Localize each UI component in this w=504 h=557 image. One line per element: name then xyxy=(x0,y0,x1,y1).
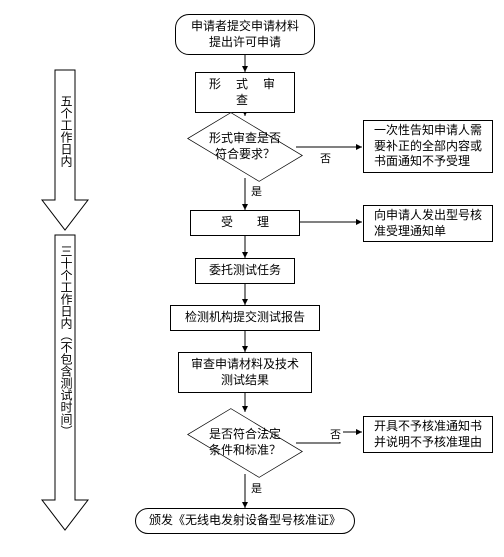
node-form-review: 形 式 审 查 xyxy=(195,72,295,113)
node-decision-standard-text: 是否符合法定条件和标准？ xyxy=(209,427,281,458)
node-start: 申请者提交申请材料提出许可申请 xyxy=(175,14,315,55)
node-side-deny-notice-text: 开具不予核准通知书并说明不予核准理由 xyxy=(374,419,482,450)
node-accept: 受 理 xyxy=(190,210,300,236)
node-decision-form-text: 形式审查是否符合要求？ xyxy=(209,131,281,162)
node-start-text: 申请者提交申请材料提出许可申请 xyxy=(191,19,299,50)
edge-label-d1-yes: 是 xyxy=(249,183,264,199)
node-end: 颁发《无线电发射设备型号核准证》 xyxy=(135,508,355,534)
node-side-notify-correction-text: 一次性告知申请人需要补正的全部内容或书面通知不予受理 xyxy=(374,123,482,170)
edge-label-d1-no: 否 xyxy=(318,150,333,166)
node-decision-standard: 是否符合法定条件和标准？ xyxy=(194,412,296,474)
node-entrust-test-text: 委托测试任务 xyxy=(209,263,281,279)
node-entrust-test: 委托测试任务 xyxy=(195,258,295,284)
node-submit-report: 检测机构提交测试报告 xyxy=(170,305,320,331)
node-submit-report-text: 检测机构提交测试报告 xyxy=(185,310,305,326)
edge-label-d2-no: 否 xyxy=(328,426,343,442)
node-side-acceptance-notice: 向申请人发出型号核准受理通知单 xyxy=(363,205,493,242)
timeline-label-1: 五个工作日内 xyxy=(58,95,75,190)
node-decision-form: 形式审查是否符合要求？ xyxy=(194,116,296,178)
timeline-label-2: 三十个工作日内（不包含测试时间） xyxy=(58,245,75,505)
node-side-acceptance-notice-text: 向申请人发出型号核准受理通知单 xyxy=(374,208,482,239)
edge-label-d2-yes: 是 xyxy=(249,480,264,496)
timeline-arrows xyxy=(0,0,110,557)
node-accept-text: 受 理 xyxy=(221,215,269,231)
node-end-text: 颁发《无线电发射设备型号核准证》 xyxy=(149,513,341,529)
node-side-deny-notice: 开具不予核准通知书并说明不予核准理由 xyxy=(363,416,493,453)
node-form-review-text: 形 式 审 查 xyxy=(204,77,286,108)
node-side-notify-correction: 一次性告知申请人需要补正的全部内容或书面通知不予受理 xyxy=(363,120,493,173)
node-evaluate-text: 审查申请材料及技术测试结果 xyxy=(191,357,299,388)
node-evaluate: 审查申请材料及技术测试结果 xyxy=(178,352,312,393)
